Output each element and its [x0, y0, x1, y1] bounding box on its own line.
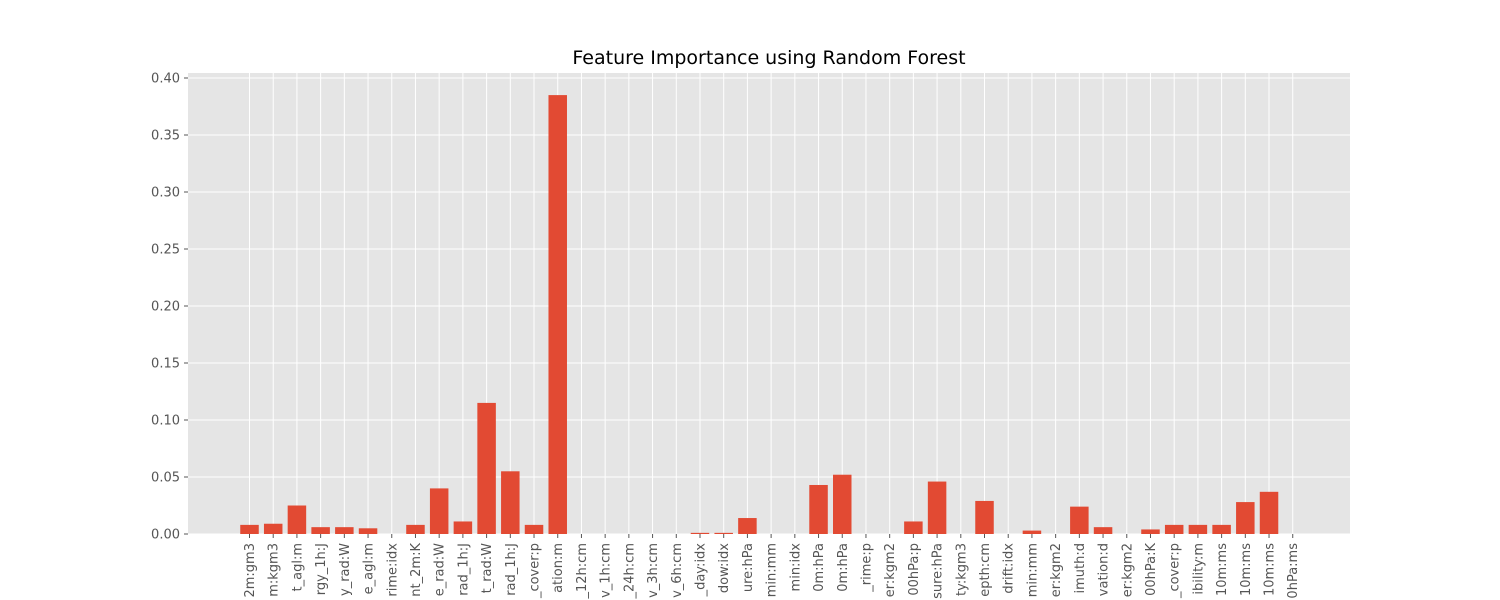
bar — [1141, 529, 1160, 534]
bar — [524, 524, 544, 534]
x-tick-label: v_6h:cm — [670, 543, 685, 598]
bar — [453, 521, 473, 534]
bar — [429, 488, 449, 534]
y-tick-label: 0.00 — [151, 528, 180, 543]
bar — [927, 481, 947, 534]
x-tick-label: drift:idx — [1002, 543, 1017, 594]
x-tick-label: 0m:hPa — [812, 543, 827, 592]
x-tick-label: 0hPa:ms — [1286, 543, 1301, 599]
x-tick-label: er:kgm2 — [883, 543, 898, 597]
x-tick-label: t_agl:m — [290, 543, 305, 591]
x-tick-label: dow:idx — [717, 543, 732, 593]
x-tick-label: 2m:gm3 — [243, 543, 258, 598]
x-tick-label: ty:kgm3 — [954, 543, 969, 596]
x-tick-label: 00hPa:K — [1144, 543, 1159, 596]
bar — [287, 505, 307, 534]
bar — [833, 474, 852, 534]
bar — [975, 500, 994, 534]
x-tick-label: er:kgm2 — [1120, 543, 1135, 597]
x-tick-label: 10m:ms — [1263, 543, 1278, 596]
x-tick-label: e_rad:W — [433, 543, 448, 596]
x-tick-label: min:mm — [765, 543, 780, 597]
bar — [1022, 530, 1042, 534]
y-tick-label: 0.20 — [151, 300, 180, 315]
x-tick-label: _rime:p — [859, 543, 874, 593]
x-tick-label: e_agl:m — [362, 543, 377, 594]
bar — [477, 402, 496, 534]
x-tick-label: _12h:cm — [575, 543, 590, 599]
bar — [240, 524, 259, 534]
x-tick-label: rgy_1h:J — [314, 543, 329, 595]
chart-title: Feature Importance using Random Forest — [572, 47, 965, 69]
x-tick-label: epth:cm — [978, 543, 993, 597]
x-tick-label: 10m:ms — [1239, 543, 1254, 596]
x-tick-label: 00hPa:p — [907, 543, 922, 596]
x-tick-label: v_1h:cm — [599, 543, 614, 598]
bar — [714, 532, 733, 534]
x-tick-label: min:idx — [788, 543, 803, 592]
x-tick-label: _day:idx — [693, 543, 708, 598]
x-tick-label: _cover:p — [528, 543, 543, 599]
bar — [1188, 524, 1208, 534]
x-tick-label: vation:d — [1097, 543, 1112, 596]
x-tick-label: sure:hPa — [931, 543, 946, 599]
x-tick-label: m:kgm3 — [267, 543, 282, 597]
x-axis-ticks: 2m:gm3 m:kgm3 t_agl:m rgy_1h:J y_rad:W e_agl:… — [243, 534, 1301, 599]
bar — [738, 518, 757, 534]
y-axis-ticks: 0.00 0.05 0.10 0.15 0.20 0.25 0.30 0.35 0.40 — [151, 72, 188, 543]
plot-area — [188, 73, 1350, 534]
y-tick-label: 0.25 — [151, 243, 180, 258]
x-tick-label: imuth:d — [1073, 543, 1088, 593]
bar — [904, 521, 923, 534]
x-tick-label: nt_2m:K — [409, 543, 424, 597]
x-tick-label: er:kgm2 — [1049, 543, 1064, 597]
bar — [406, 524, 425, 534]
bar — [1259, 491, 1279, 534]
x-tick-label: y_rad:W — [338, 543, 353, 596]
bar — [809, 484, 828, 534]
x-tick-label: 0m:hPa — [836, 543, 851, 592]
bar — [1164, 524, 1184, 534]
x-tick-label: min:mm — [1025, 543, 1040, 597]
y-tick-label: 0.30 — [151, 186, 180, 201]
bar — [548, 95, 567, 534]
bar — [335, 527, 354, 534]
x-tick-label: ure:hPa — [741, 543, 756, 592]
bar — [1070, 506, 1089, 534]
bar — [311, 527, 330, 534]
bars — [240, 95, 1279, 534]
y-tick-label: 0.05 — [151, 471, 180, 486]
bar — [1212, 524, 1231, 534]
bar — [263, 523, 283, 534]
y-tick-label: 0.35 — [151, 129, 180, 144]
x-tick-label: t_rad:W — [480, 543, 495, 594]
x-tick-label: _24h:cm — [622, 543, 637, 599]
x-tick-label: _cover:p — [1168, 543, 1183, 599]
x-tick-label: rad_1h:J — [456, 543, 471, 596]
x-tick-label: rad_1h:J — [504, 543, 519, 596]
y-tick-label: 0.10 — [151, 414, 180, 429]
bar — [358, 528, 378, 534]
bar — [501, 471, 520, 534]
x-tick-label: v_3h:cm — [646, 543, 661, 598]
bar — [1236, 502, 1255, 534]
x-tick-label: ation:m — [551, 543, 566, 593]
x-tick-label: rime:idx — [385, 543, 400, 597]
x-tick-label: ibility:m — [1191, 543, 1206, 595]
bar — [1093, 527, 1113, 534]
y-tick-label: 0.40 — [151, 72, 180, 87]
x-tick-label: 10m:ms — [1215, 543, 1230, 596]
y-tick-label: 0.15 — [151, 357, 180, 372]
bar — [690, 532, 710, 534]
